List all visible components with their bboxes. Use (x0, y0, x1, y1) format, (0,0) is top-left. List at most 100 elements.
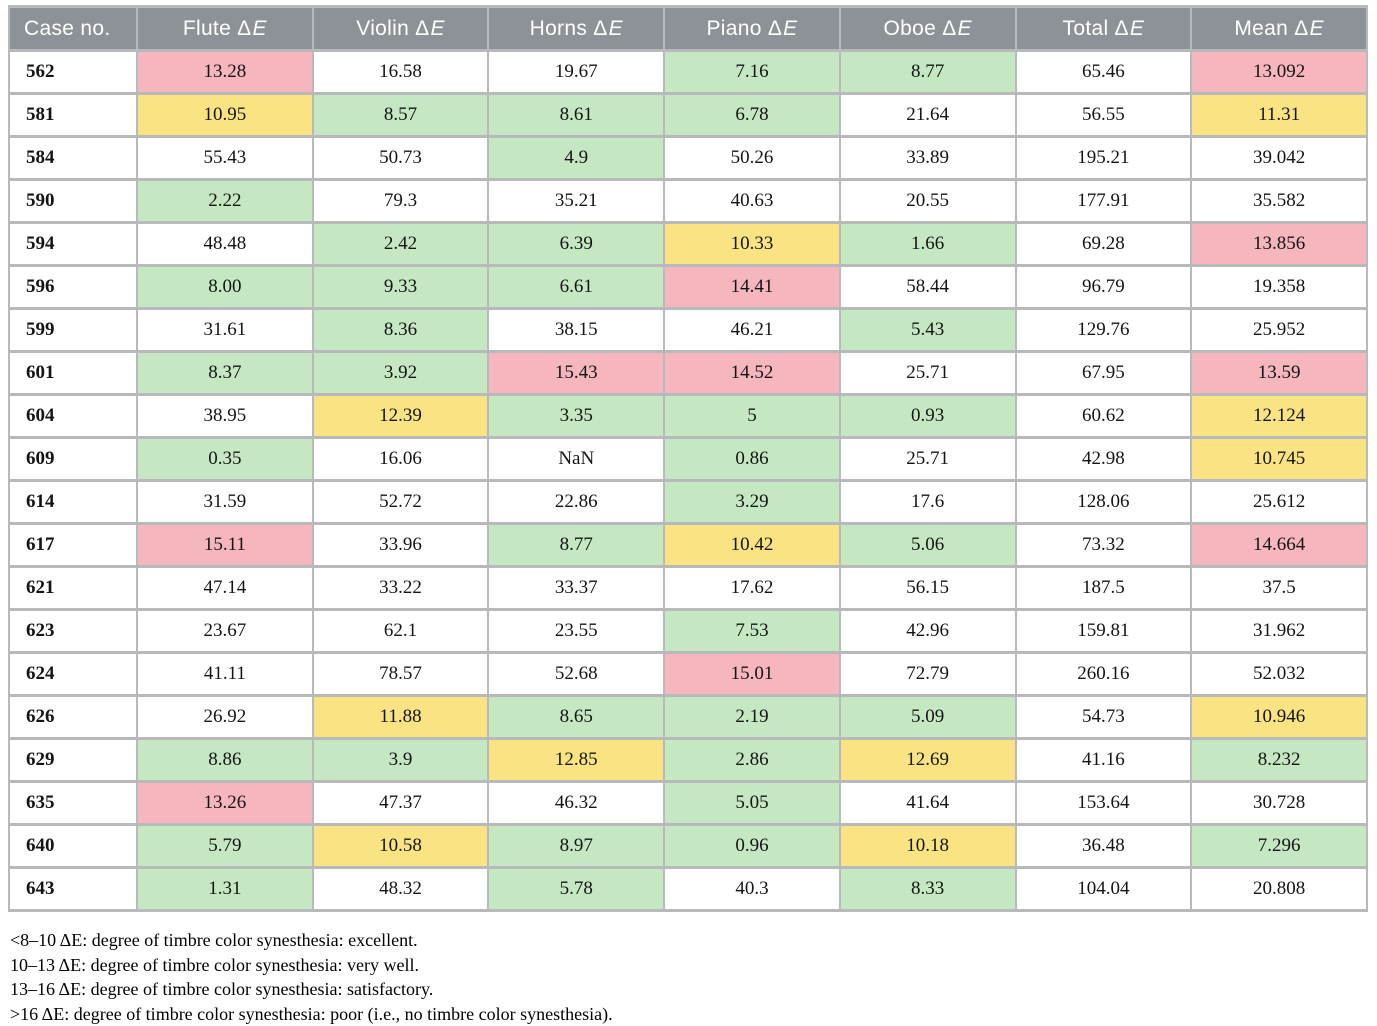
value-cell: 2.42 (313, 223, 489, 266)
value-cell: 3.92 (313, 352, 489, 395)
value-cell: 67.95 (1016, 352, 1192, 395)
value-cell: 52.68 (488, 653, 664, 696)
delta-e-symbol: E (958, 17, 972, 40)
legend-note: <8–10 ΔE: degree of timbre color synesth… (10, 928, 1377, 953)
value-cell: 6.78 (664, 94, 840, 137)
case-number-cell: 594 (9, 223, 137, 266)
column-label: Oboe Δ (883, 17, 956, 40)
value-cell: 10.58 (313, 825, 489, 868)
value-cell: 33.89 (840, 137, 1016, 180)
value-cell: 13.856 (1191, 223, 1367, 266)
legend-note: 10–13 ΔE: degree of timbre color synesth… (10, 953, 1377, 978)
value-cell: 8.00 (137, 266, 313, 309)
column-label: Violin Δ (356, 17, 429, 40)
value-cell: 10.745 (1191, 438, 1367, 481)
value-cell: 41.64 (840, 782, 1016, 825)
value-cell: 25.71 (840, 352, 1016, 395)
case-number-cell: 626 (9, 696, 137, 739)
value-cell: 60.62 (1016, 395, 1192, 438)
column-header-case-no: Case no. (9, 7, 137, 51)
value-cell: 25.612 (1191, 481, 1367, 524)
case-number-cell: 614 (9, 481, 137, 524)
value-cell: 7.296 (1191, 825, 1367, 868)
value-cell: 55.43 (137, 137, 313, 180)
value-cell: 26.92 (137, 696, 313, 739)
delta-e-symbol: E (609, 17, 623, 40)
value-cell: 62.1 (313, 610, 489, 653)
value-cell: 8.77 (840, 51, 1016, 94)
value-cell: 4.9 (488, 137, 664, 180)
value-cell: 12.85 (488, 739, 664, 782)
value-cell: 48.32 (313, 868, 489, 911)
value-cell: 3.35 (488, 395, 664, 438)
value-cell: 31.61 (137, 309, 313, 352)
value-cell: 8.37 (137, 352, 313, 395)
value-cell: 260.16 (1016, 653, 1192, 696)
value-cell: 6.61 (488, 266, 664, 309)
column-header-oboe: Oboe ΔE (840, 7, 1016, 51)
value-cell: 8.232 (1191, 739, 1367, 782)
case-number-cell: 599 (9, 309, 137, 352)
value-cell: 50.26 (664, 137, 840, 180)
value-cell: 15.43 (488, 352, 664, 395)
value-cell: 8.36 (313, 309, 489, 352)
value-cell: 52.032 (1191, 653, 1367, 696)
value-cell: 8.97 (488, 825, 664, 868)
value-cell: 159.81 (1016, 610, 1192, 653)
value-cell: 129.76 (1016, 309, 1192, 352)
case-number-cell: 635 (9, 782, 137, 825)
value-cell: 8.86 (137, 739, 313, 782)
value-cell: 7.53 (664, 610, 840, 653)
value-cell: 0.93 (840, 395, 1016, 438)
value-cell: 25.952 (1191, 309, 1367, 352)
value-cell: 39.042 (1191, 137, 1367, 180)
value-cell: 10.18 (840, 825, 1016, 868)
value-cell: 36.48 (1016, 825, 1192, 868)
value-cell: 15.11 (137, 524, 313, 567)
case-number-cell: 621 (9, 567, 137, 610)
value-cell: 23.55 (488, 610, 664, 653)
value-cell: 35.582 (1191, 180, 1367, 223)
value-cell: 0.86 (664, 438, 840, 481)
column-label: Case no. (24, 17, 110, 40)
value-cell: 10.95 (137, 94, 313, 137)
value-cell: 2.86 (664, 739, 840, 782)
case-number-cell: 623 (9, 610, 137, 653)
value-cell: 8.57 (313, 94, 489, 137)
value-cell: 10.42 (664, 524, 840, 567)
value-cell: 46.32 (488, 782, 664, 825)
case-number-cell: 562 (9, 51, 137, 94)
case-number-cell: 640 (9, 825, 137, 868)
value-cell: 78.57 (313, 653, 489, 696)
value-cell: 48.48 (137, 223, 313, 266)
value-cell: 41.16 (1016, 739, 1192, 782)
value-cell: 11.31 (1191, 94, 1367, 137)
value-cell: 5.06 (840, 524, 1016, 567)
value-cell: 40.3 (664, 868, 840, 911)
value-cell: 72.79 (840, 653, 1016, 696)
value-cell: 195.21 (1016, 137, 1192, 180)
value-cell: 2.22 (137, 180, 313, 223)
value-cell: 69.28 (1016, 223, 1192, 266)
column-header-total: Total ΔE (1016, 7, 1192, 51)
value-cell: 5.05 (664, 782, 840, 825)
value-cell: 30.728 (1191, 782, 1367, 825)
value-cell: 56.55 (1016, 94, 1192, 137)
column-header-piano: Piano ΔE (664, 7, 840, 51)
value-cell: 52.72 (313, 481, 489, 524)
column-label: Flute Δ (183, 17, 252, 40)
value-cell: 31.59 (137, 481, 313, 524)
value-cell: 58.44 (840, 266, 1016, 309)
value-cell: 5 (664, 395, 840, 438)
value-cell: 8.65 (488, 696, 664, 739)
value-cell: 54.73 (1016, 696, 1192, 739)
value-cell: 5.09 (840, 696, 1016, 739)
value-cell: 15.01 (664, 653, 840, 696)
